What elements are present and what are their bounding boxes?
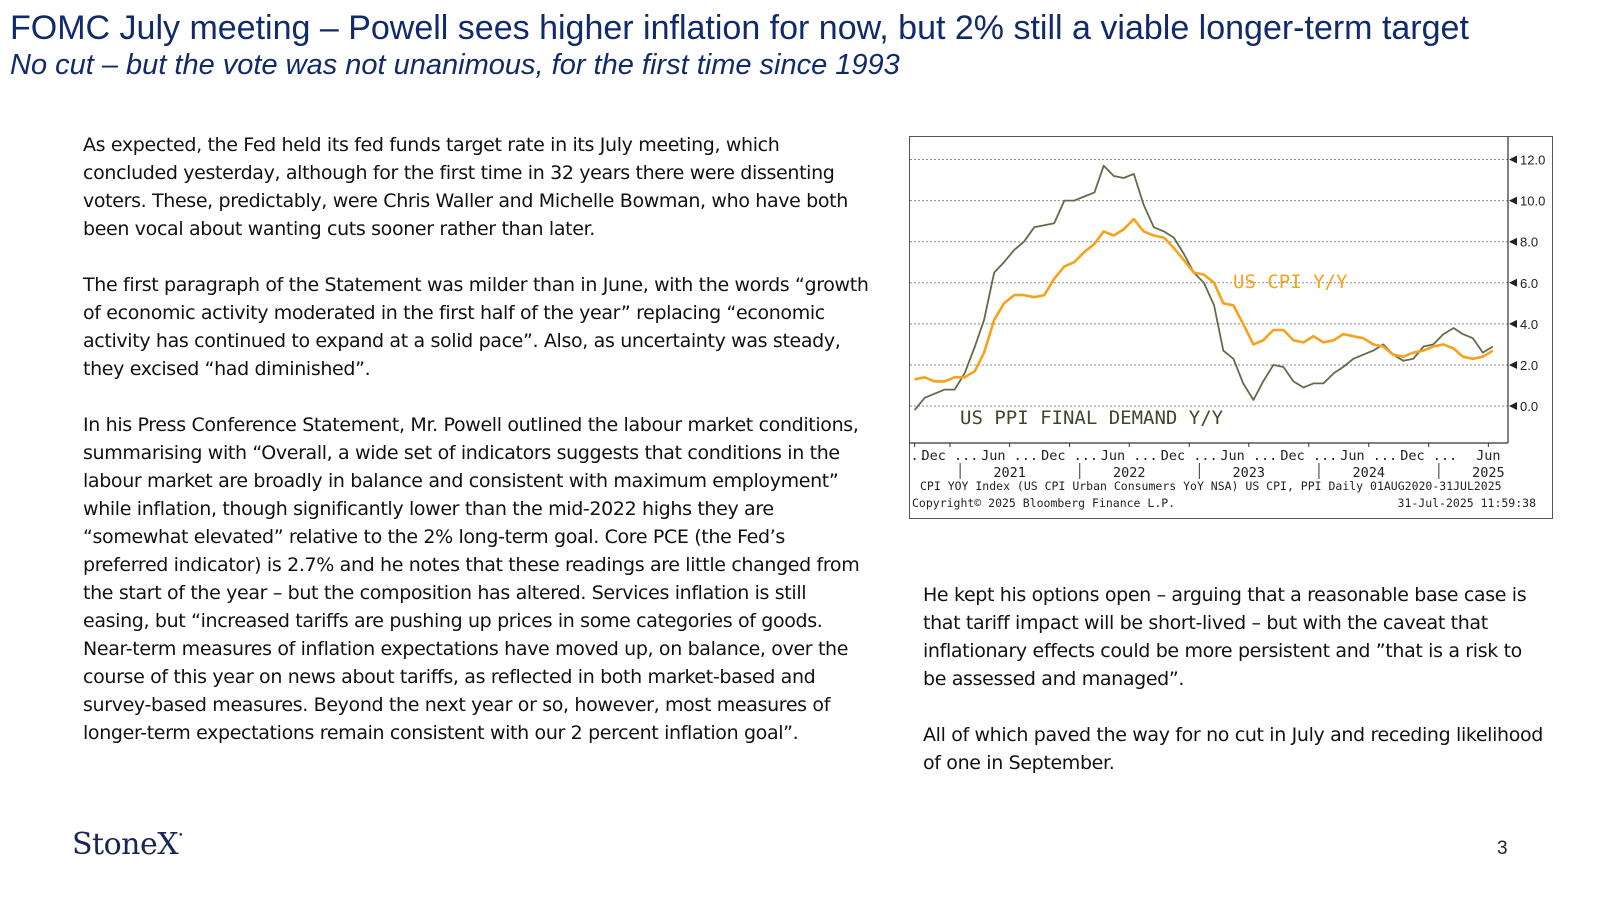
x-tick-label: Jun ... bbox=[1340, 448, 1397, 464]
logo-text: StoneX bbox=[72, 827, 179, 862]
chart-copyright: Copyright© 2025 Bloomberg Finance L.P. bbox=[912, 496, 1175, 510]
stonex-logo: StoneX• bbox=[72, 827, 183, 862]
year-label: 2022 bbox=[1113, 465, 1146, 481]
year-label: 2021 bbox=[993, 465, 1026, 481]
y-tick-label: 12.0 bbox=[1520, 153, 1545, 168]
y-tick-label: 10.0 bbox=[1520, 194, 1545, 209]
x-tick-label: Dec ... bbox=[1041, 448, 1098, 464]
x-tick-label: ... bbox=[910, 448, 927, 464]
year-label: 2025 bbox=[1472, 465, 1505, 481]
inflation-chart: 12.010.08.06.04.02.00.0...Dec ...Jun ...… bbox=[909, 136, 1553, 519]
x-tick-label: Jun ... bbox=[1220, 448, 1277, 464]
y-tick-arrow bbox=[1509, 237, 1517, 246]
paragraph: As expected, the Fed held its fed funds … bbox=[83, 134, 848, 240]
y-tick-arrow bbox=[1509, 196, 1517, 205]
y-tick-label: 6.0 bbox=[1520, 276, 1538, 291]
x-tick-label: Dec ... bbox=[1280, 448, 1337, 464]
paragraph: All of which paved the way for no cut in… bbox=[923, 724, 1543, 774]
x-tick-label: Jun ... bbox=[981, 448, 1038, 464]
x-tick-label: Jun ... bbox=[1101, 448, 1158, 464]
cpi-series-line bbox=[914, 217, 1494, 383]
year-label: 2024 bbox=[1352, 465, 1385, 481]
paragraph: The first paragraph of the Statement was… bbox=[83, 274, 869, 380]
ppi-series-label: US PPI FINAL DEMAND Y/Y bbox=[960, 407, 1224, 429]
y-tick-label: 2.0 bbox=[1520, 358, 1538, 373]
year-label: 2023 bbox=[1233, 465, 1266, 481]
page-number: 3 bbox=[1497, 838, 1508, 859]
chart-timestamp: 31-Jul-2025 11:59:38 bbox=[1398, 496, 1537, 510]
right-text-column: He kept his options open – arguing that … bbox=[923, 581, 1543, 805]
y-tick-arrow bbox=[1509, 155, 1517, 164]
y-tick-arrow bbox=[1509, 319, 1517, 328]
x-tick-label: Jun bbox=[1476, 448, 1500, 464]
x-tick-label: Dec ... bbox=[1400, 448, 1457, 464]
page-title: FOMC July meeting – Powell sees higher i… bbox=[10, 9, 1469, 47]
ppi-series-line bbox=[913, 164, 1494, 411]
x-tick-label: Dec ... bbox=[922, 448, 979, 464]
cpi-series-label: US CPI Y/Y bbox=[1233, 271, 1348, 293]
y-tick-label: 0.0 bbox=[1520, 399, 1538, 414]
inflation-chart-svg: 12.010.08.06.04.02.00.0...Dec ...Jun ...… bbox=[910, 137, 1545, 510]
paragraph: In his Press Conference Statement, Mr. P… bbox=[83, 414, 860, 744]
paragraph: He kept his options open – arguing that … bbox=[923, 584, 1527, 690]
left-text-column: As expected, the Fed held its fed funds … bbox=[83, 131, 873, 775]
y-tick-label: 8.0 bbox=[1520, 235, 1538, 250]
y-tick-arrow bbox=[1509, 360, 1517, 369]
page-subtitle: No cut – but the vote was not unanimous,… bbox=[10, 49, 900, 81]
y-tick-arrow bbox=[1509, 402, 1517, 411]
y-tick-label: 4.0 bbox=[1520, 317, 1538, 332]
y-tick-arrow bbox=[1509, 278, 1517, 287]
logo-mark: • bbox=[178, 831, 183, 841]
chart-source-note: CPI YOY Index (US CPI Urban Consumers Yo… bbox=[920, 479, 1502, 493]
x-tick-label: Dec ... bbox=[1161, 448, 1218, 464]
